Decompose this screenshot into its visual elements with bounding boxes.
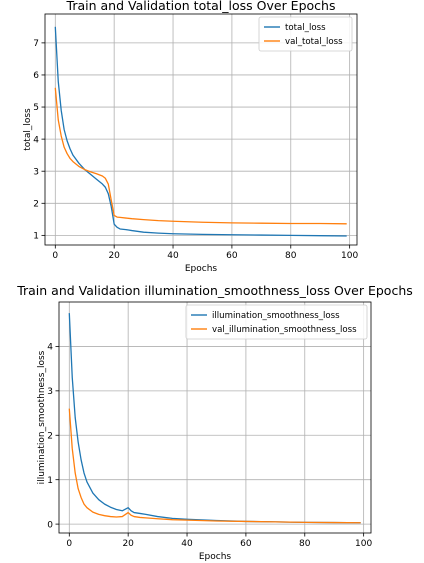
legend-label: illumination_smoothness_loss: [212, 311, 340, 321]
y-tick-label: 6: [33, 71, 39, 81]
chart-illumination-smoothness-loss: Train and Validation illumination_smooth…: [0, 282, 424, 563]
legend-box: [185, 304, 368, 340]
legend-label: val_total_loss: [285, 37, 343, 47]
y-tick-label: 2: [33, 199, 39, 209]
y-tick-label: 3: [33, 167, 39, 177]
y-axis-label: total_loss: [23, 108, 33, 151]
x-tick-label: 100: [341, 251, 358, 261]
legend: illumination_smoothness_loss val_illumina…: [185, 304, 368, 340]
chart-title: Train and Validation total_loss Over Epo…: [66, 0, 336, 13]
x-tick-label: 80: [299, 539, 311, 549]
y-tick-label: 2: [47, 431, 53, 441]
x-tick-label: 80: [285, 251, 297, 261]
y-tick-label: 1: [33, 232, 39, 242]
plot-frame: [58, 301, 372, 534]
y-tick-label: 4: [33, 135, 39, 145]
y-tick-label: 5: [33, 103, 39, 113]
y-axis-label: illumination_smoothness_loss: [37, 350, 47, 484]
x-tick-label: 20: [108, 251, 120, 261]
chart-illumination-smoothness-loss-svg: Train and Validation illumination_smooth…: [16, 283, 413, 562]
x-tick-label: 0: [52, 251, 58, 261]
y-tick-label: 4: [47, 343, 53, 353]
x-tick-label: 40: [181, 539, 193, 549]
x-tick-label: 60: [226, 251, 238, 261]
grid: [59, 302, 371, 533]
y-tick-label: 0: [47, 520, 53, 530]
series-line-illumination_smoothness_loss: [68, 313, 361, 524]
y-tick-label: 1: [47, 476, 53, 486]
y-tick-label: 3: [47, 387, 53, 397]
x-tick-label: 100: [355, 539, 372, 549]
x-axis-label: Epochs: [199, 552, 232, 562]
x-tick-label: 0: [66, 539, 72, 549]
x-axis-label: Epochs: [185, 264, 218, 274]
series-line-total_loss: [54, 26, 347, 237]
plot-frame: [44, 13, 358, 246]
legend-box: [258, 16, 353, 52]
chart-total-loss-svg: Train and Validation total_loss Over Epo…: [23, 0, 358, 274]
x-tick-label: 40: [167, 251, 179, 261]
legend-label: total_loss: [285, 23, 326, 33]
series-line-val_total_loss: [54, 87, 347, 225]
legend: total_loss val_total_loss: [258, 16, 353, 52]
chart-title: Train and Validation illumination_smooth…: [16, 283, 413, 298]
x-tick-label: 60: [240, 539, 252, 549]
x-tick-label: 20: [122, 539, 134, 549]
chart-total-loss: Train and Validation total_loss Over Epo…: [23, 0, 358, 274]
legend-label: val_illumination_smoothness_loss: [212, 325, 357, 335]
y-tick-label: 7: [33, 39, 39, 49]
series-line-val_illumination_smoothness_loss: [68, 408, 361, 524]
